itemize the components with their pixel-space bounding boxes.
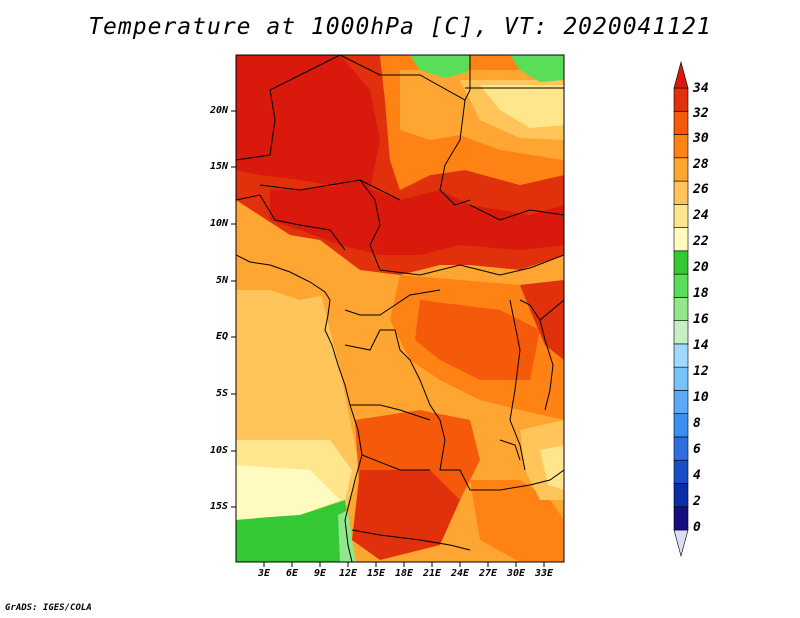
axis-ticks xyxy=(231,110,545,567)
colorbar-segment xyxy=(673,204,689,228)
colorbar-segment xyxy=(673,366,689,391)
lon-label-27e: 27E xyxy=(478,568,498,579)
colorbar-segment xyxy=(673,180,689,205)
colorbar-segment xyxy=(673,87,689,112)
lon-label-21e: 21E xyxy=(422,568,442,579)
colorbar-label-24: 24 xyxy=(693,208,709,223)
colorbar-segment xyxy=(673,343,689,368)
colorbar-segment xyxy=(673,436,689,461)
map-frame xyxy=(235,54,565,563)
colorbar-segment xyxy=(673,459,689,484)
grads-credit: GrADS: IGES/COLA xyxy=(5,603,92,613)
lat-label-15s: 15S xyxy=(209,501,228,512)
colorbar-label-18: 18 xyxy=(693,286,709,301)
country-borders xyxy=(236,55,564,562)
colorbar-label-28: 28 xyxy=(693,157,709,172)
colorbar-segment xyxy=(673,60,689,89)
colorbar-segment xyxy=(673,227,689,252)
colorbar-segment xyxy=(673,413,689,438)
colorbar-segment xyxy=(673,506,689,531)
lat-label-10n: 10N xyxy=(209,218,228,229)
colorbar-segment xyxy=(673,483,689,508)
colorbar-label-32: 32 xyxy=(693,106,709,121)
colorbar-segment xyxy=(673,390,689,414)
colorbar-segment xyxy=(673,529,689,558)
colorbar-segment xyxy=(673,134,689,159)
lon-label-3e: 3E xyxy=(257,568,271,579)
lat-label-15n: 15N xyxy=(209,161,228,172)
colorbar-label-14: 14 xyxy=(693,338,709,353)
colorbar-label-20: 20 xyxy=(693,260,709,275)
colorbar-segment xyxy=(673,320,689,345)
colorbar-segment xyxy=(673,110,689,135)
colorbar-label-8: 8 xyxy=(693,416,701,431)
colorbar-label-22: 22 xyxy=(693,234,709,249)
colorbar-label-2: 2 xyxy=(693,494,701,509)
colorbar-label-16: 16 xyxy=(693,312,709,327)
lon-label-24e: 24E xyxy=(450,568,470,579)
lon-label-18e: 18E xyxy=(394,568,414,579)
colorbar-label-0: 0 xyxy=(693,520,701,535)
colorbar-segment xyxy=(673,273,689,298)
lon-label-33e: 33E xyxy=(534,568,554,579)
lat-label-5s: 5S xyxy=(215,388,228,399)
lat-label-20n: 20N xyxy=(209,105,228,116)
lon-label-9e: 9E xyxy=(313,568,327,579)
colorbar-label-26: 26 xyxy=(693,182,709,197)
colorbar-label-10: 10 xyxy=(693,390,709,405)
lon-label-15e: 15E xyxy=(366,568,386,579)
lon-label-6e: 6E xyxy=(285,568,299,579)
map-title: Temperature at 1000hPa [C], VT: 20200411… xyxy=(88,14,712,40)
lat-label-10s: 10S xyxy=(209,445,228,456)
colorbar-label-34: 34 xyxy=(693,81,709,96)
colorbar-segment xyxy=(673,157,689,182)
colorbar-segment xyxy=(673,297,689,321)
colorbar-label-30: 30 xyxy=(693,131,709,146)
colorbar-label-6: 6 xyxy=(693,442,701,457)
lat-label-eq: EQ xyxy=(215,331,228,342)
colorbar-label-4: 4 xyxy=(693,468,701,483)
colorbar-label-12: 12 xyxy=(693,364,709,379)
lon-label-12e: 12E xyxy=(338,568,358,579)
lat-label-5n: 5N xyxy=(215,275,228,286)
lon-label-30e: 30E xyxy=(506,568,526,579)
colorbar-segment xyxy=(673,250,689,275)
temperature-field xyxy=(236,55,564,562)
